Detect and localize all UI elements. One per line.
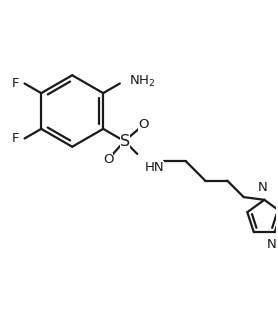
Text: F: F [12, 77, 19, 90]
Text: NH$_2$: NH$_2$ [130, 74, 156, 89]
Text: N: N [258, 181, 268, 194]
Text: N: N [267, 238, 276, 251]
Text: HN: HN [145, 161, 164, 174]
Text: F: F [12, 132, 19, 145]
Text: S: S [120, 134, 130, 149]
Text: O: O [103, 152, 113, 166]
Text: O: O [138, 118, 148, 131]
